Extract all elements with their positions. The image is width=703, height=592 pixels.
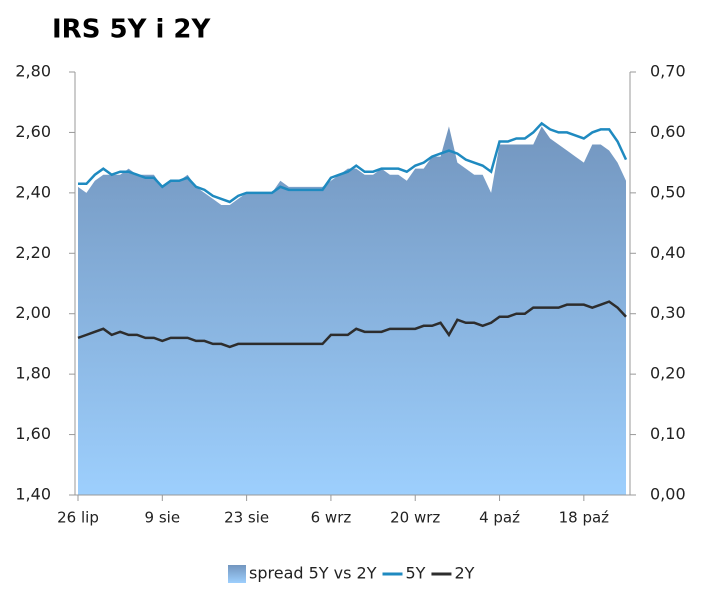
y-tick-label: 2,40 bbox=[15, 182, 51, 201]
y2-tick-label: 0,60 bbox=[650, 122, 686, 141]
y-tick-label: 2,20 bbox=[15, 243, 51, 262]
y2-tick-label: 0,50 bbox=[650, 182, 686, 201]
spread-area bbox=[78, 126, 626, 495]
legend-swatch bbox=[228, 565, 246, 583]
legend-label: spread 5Y vs 2Y bbox=[249, 564, 377, 583]
x-tick-label: 23 sie bbox=[224, 509, 269, 527]
chart-title: IRS 5Y i 2Y bbox=[52, 15, 211, 45]
y2-tick-label: 0,40 bbox=[650, 243, 686, 262]
line-series bbox=[77, 300, 627, 349]
x-tick-label: 6 wrz bbox=[311, 509, 352, 527]
y-tick-label: 2,80 bbox=[15, 62, 51, 81]
x-tick-label: 20 wrz bbox=[390, 509, 440, 527]
y-tick-label: 2,00 bbox=[15, 303, 51, 322]
y-tick-label: 1,80 bbox=[15, 364, 51, 383]
y2-tick-label: 0,10 bbox=[650, 424, 686, 443]
legend-label: 2Y bbox=[454, 564, 474, 583]
y-tick-label: 1,60 bbox=[15, 424, 51, 443]
x-tick-label: 4 paź bbox=[479, 509, 520, 527]
legend-label: 5Y bbox=[406, 564, 426, 583]
y2-tick-label: 0,70 bbox=[650, 62, 686, 81]
line-series bbox=[78, 121, 628, 204]
x-tick-label: 9 sie bbox=[145, 509, 181, 527]
y-tick-label: 1,40 bbox=[15, 485, 51, 504]
x-tick-label: 18 paź bbox=[559, 509, 610, 527]
x-tick-label: 26 lip bbox=[57, 509, 99, 527]
y2-tick-label: 0,20 bbox=[650, 364, 686, 383]
y2-tick-label: 0,00 bbox=[650, 485, 686, 504]
y2-tick-label: 0,30 bbox=[650, 303, 686, 322]
y-tick-label: 2,60 bbox=[15, 122, 51, 141]
